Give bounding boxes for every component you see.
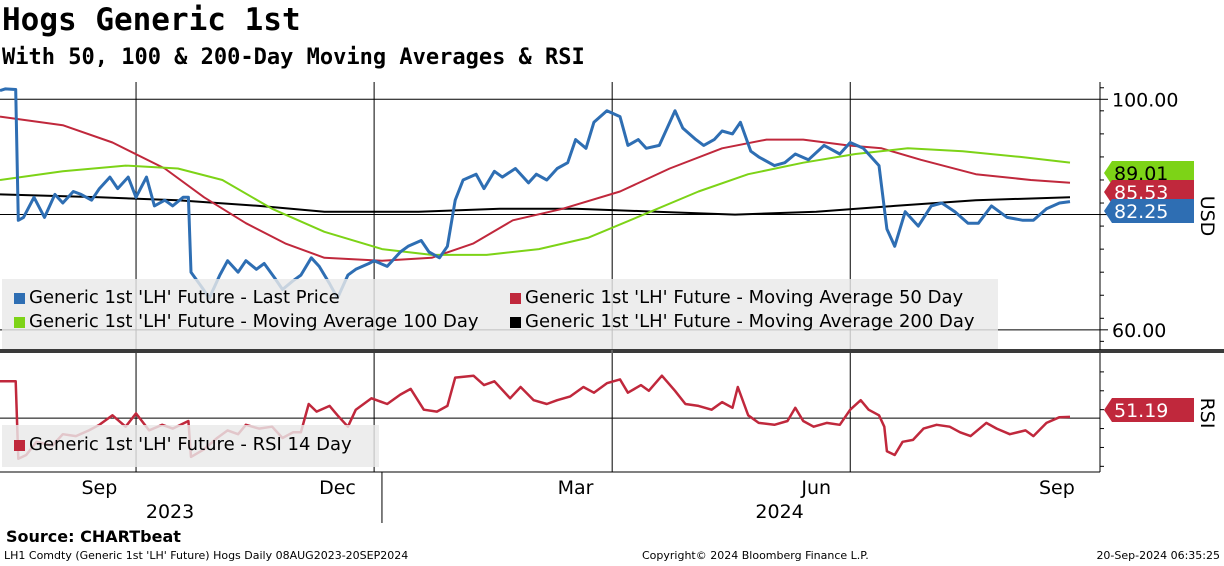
- legend-label: Generic 1st 'LH' Future - Moving Average…: [525, 287, 963, 308]
- source-note: Source: CHARTbeat: [6, 527, 181, 546]
- rsi-axis-label: RSI: [1196, 398, 1218, 429]
- chart-canvas: 60.0080.00100.00USDRSISepDecMarJunSep202…: [0, 0, 1224, 566]
- y-tick-label: 100.00: [1112, 89, 1178, 111]
- last-value-label: 51.19: [1114, 400, 1168, 422]
- y-axis-label: USD: [1196, 196, 1218, 237]
- x-month-label: Sep: [1039, 477, 1075, 499]
- footer-copyright: Copyright© 2024 Bloomberg Finance L.P.: [642, 549, 869, 562]
- footer-ticker: LH1 Comdty (Generic 1st 'LH' Future) Hog…: [4, 549, 408, 562]
- x-year-label: 2024: [755, 501, 803, 523]
- legend-swatch: [14, 317, 25, 328]
- x-year-label: 2023: [146, 501, 194, 523]
- chart-title: Hogs Generic 1st: [2, 2, 301, 38]
- series-line: [0, 194, 1070, 214]
- legend-swatch: [510, 317, 521, 328]
- legend-label: Generic 1st 'LH' Future - RSI 14 Day: [29, 434, 352, 455]
- chart-legends: Generic 1st 'LH' Future - Last Price Gene…: [2, 279, 998, 467]
- legend-label: Generic 1st 'LH' Future - Moving Average…: [29, 311, 479, 332]
- x-month-label: Dec: [319, 477, 356, 499]
- x-month-label: Sep: [82, 477, 118, 499]
- x-month-label: Jun: [800, 477, 831, 499]
- y-tick-label: 60.00: [1112, 320, 1166, 342]
- series-line: [0, 89, 1070, 298]
- legend-swatch: [14, 293, 25, 304]
- legend-label: Generic 1st 'LH' Future - Moving Average…: [525, 311, 975, 332]
- last-value-label: 82.25: [1114, 201, 1168, 223]
- chart-subtitle: With 50, 100 & 200-Day Moving Averages &…: [2, 45, 585, 70]
- legend-swatch: [510, 293, 521, 304]
- chart-lines: [0, 89, 1070, 459]
- legend-swatch: [14, 440, 25, 451]
- series-line: [0, 117, 1070, 261]
- chart-grid: [0, 82, 1100, 472]
- x-month-label: Mar: [558, 477, 594, 499]
- footer-timestamp: 20-Sep-2024 06:35:25: [1096, 549, 1220, 562]
- legend-label: Generic 1st 'LH' Future - Last Price: [29, 287, 340, 308]
